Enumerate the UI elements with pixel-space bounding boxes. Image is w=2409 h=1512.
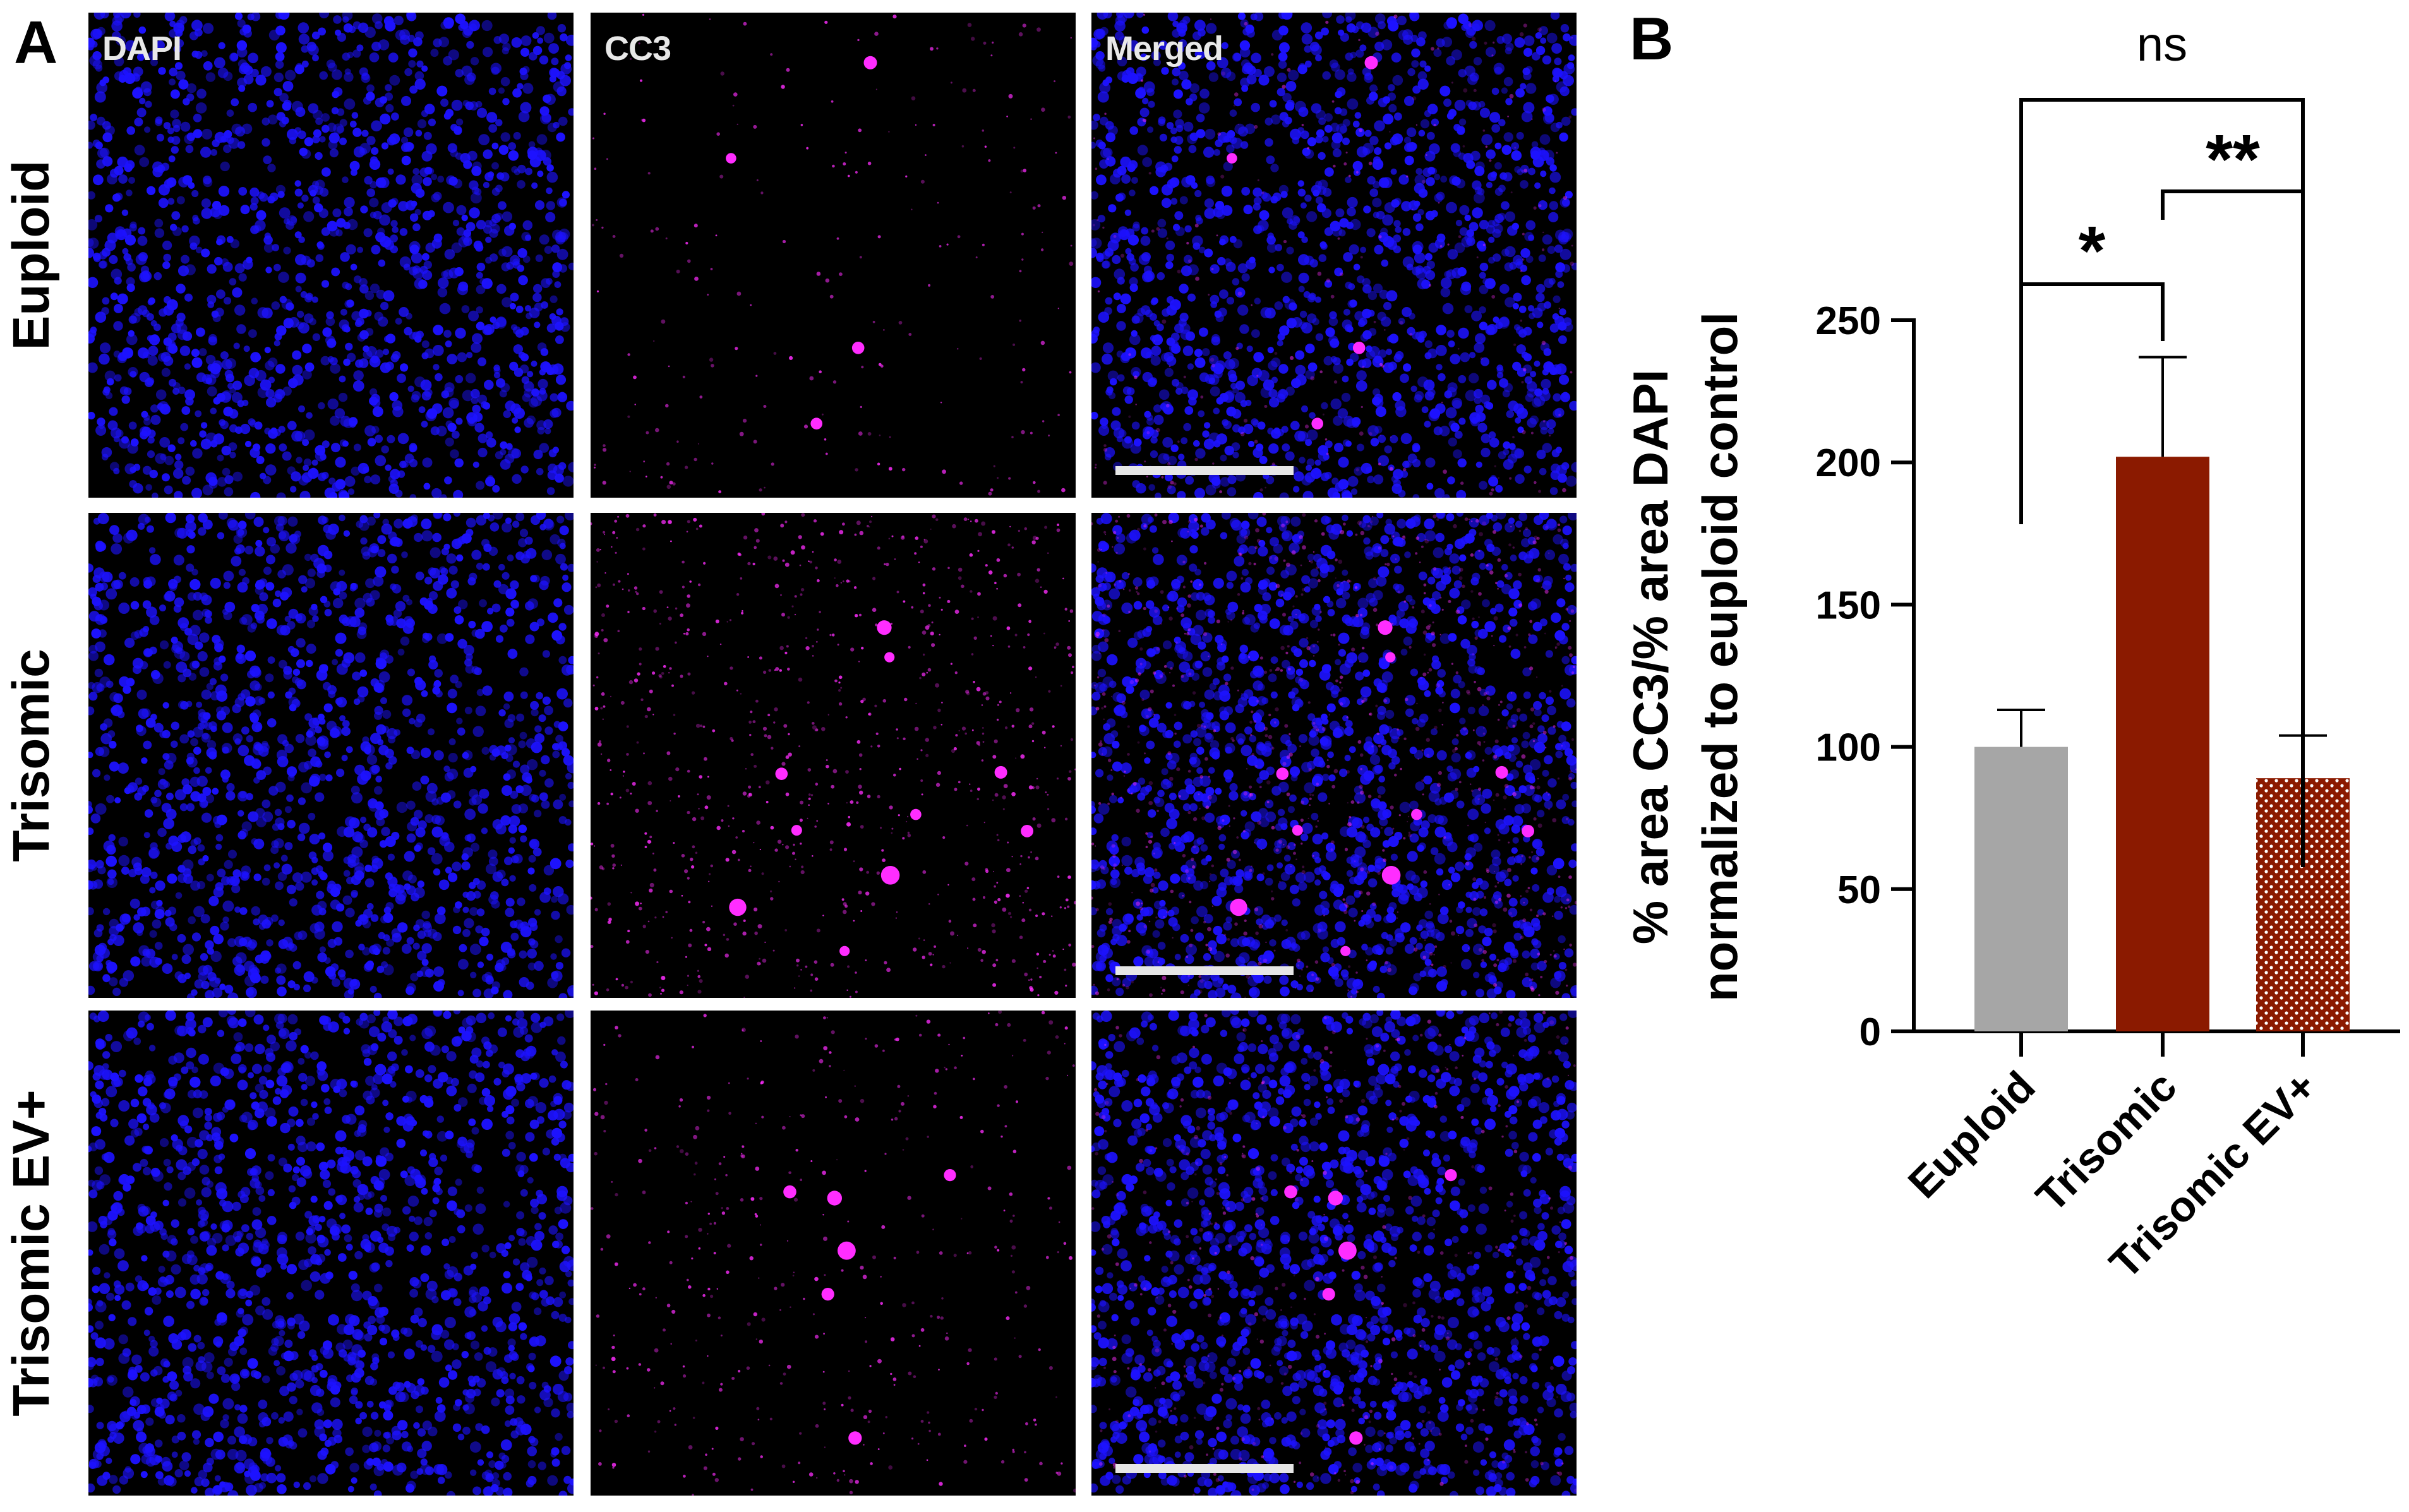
significance-label: ns	[2137, 18, 2187, 71]
scale-bar	[1115, 1464, 1294, 1473]
merged-image	[1091, 513, 1577, 998]
cc3-image	[592, 13, 1074, 496]
micrograph-cc3-row-1: CC3	[591, 13, 1076, 498]
y-axis-label-line-2: normalized to euploid control	[1692, 312, 1748, 1002]
bar-2	[2116, 457, 2209, 1031]
micrograph-dapi-row-1: DAPI	[88, 13, 574, 498]
cc3-image	[591, 1011, 1076, 1496]
significance-bracket	[2019, 98, 2305, 340]
micrograph-merged-row-3	[1091, 1011, 1577, 1496]
micrograph-dapi-row-2	[88, 513, 574, 998]
significance-bracket	[2019, 282, 2165, 524]
y-tick-label: 250	[1816, 299, 1881, 343]
significance-label: **	[2206, 121, 2260, 198]
micrograph-cc3-row-2	[591, 513, 1076, 998]
y-tick-label: 200	[1816, 441, 1881, 485]
dapi-image	[88, 13, 574, 498]
y-tick-label: 50	[1837, 868, 1881, 912]
y-axis-label-line-1: % area CC3/% area DAPI	[1623, 369, 1678, 944]
dapi-image	[88, 1011, 574, 1496]
column-label-dapi: DAPI	[102, 30, 182, 68]
bar-chart: B % area CC3/% area DAPI normalized to eup…	[1623, 5, 2400, 1288]
scale-bar	[1115, 966, 1294, 975]
column-label-cc3: CC3	[604, 30, 671, 68]
dapi-image	[88, 513, 574, 998]
micrograph-merged-row-1: Merged	[1091, 13, 1577, 498]
row-label-euploid: Euploid	[3, 160, 60, 351]
micrograph-dapi-row-3	[88, 1011, 574, 1496]
y-tick-label: 0	[1859, 1011, 1881, 1054]
merged-image	[1091, 1011, 1577, 1496]
merged-image	[1091, 13, 1577, 498]
row-label-trisomic-ev: Trisomic EV+	[3, 1089, 60, 1417]
micrograph-cc3-row-3	[591, 1011, 1076, 1496]
cc3-image	[591, 513, 1076, 998]
significance-bracket	[2161, 189, 2305, 867]
row-label-trisomic: Trisomic	[3, 649, 60, 862]
column-label-merged: Merged	[1105, 30, 1223, 68]
scale-bar	[1115, 466, 1294, 475]
x-tick-label: Euploid	[1899, 1062, 2045, 1208]
micrograph-merged-row-2	[1091, 513, 1577, 998]
bar-1	[1974, 747, 2068, 1031]
panel-a-letter: A	[14, 9, 58, 76]
y-tick-label: 100	[1816, 726, 1881, 770]
y-tick-label: 150	[1816, 584, 1881, 627]
significance-label: *	[2079, 212, 2106, 290]
panel-b-letter: B	[1630, 5, 1673, 73]
